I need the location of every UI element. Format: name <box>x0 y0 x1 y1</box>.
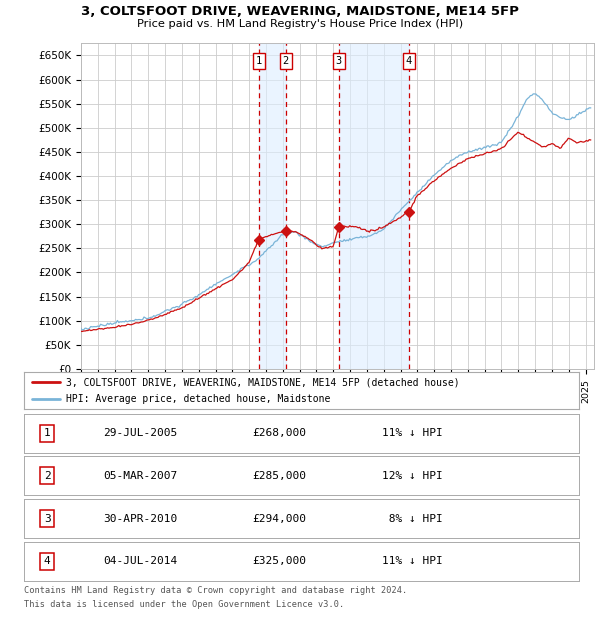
Text: 2: 2 <box>283 56 289 66</box>
Text: 3, COLTSFOOT DRIVE, WEAVERING, MAIDSTONE, ME14 5FP: 3, COLTSFOOT DRIVE, WEAVERING, MAIDSTONE… <box>81 5 519 18</box>
Text: 11% ↓ HPI: 11% ↓ HPI <box>382 428 443 438</box>
Text: 8% ↓ HPI: 8% ↓ HPI <box>382 513 443 524</box>
Text: 3, COLTSFOOT DRIVE, WEAVERING, MAIDSTONE, ME14 5FP (detached house): 3, COLTSFOOT DRIVE, WEAVERING, MAIDSTONE… <box>65 377 459 387</box>
Text: 30-APR-2010: 30-APR-2010 <box>103 513 178 524</box>
Text: This data is licensed under the Open Government Licence v3.0.: This data is licensed under the Open Gov… <box>24 600 344 609</box>
Text: 1: 1 <box>256 56 262 66</box>
Bar <box>339 43 409 369</box>
Text: 3: 3 <box>44 513 50 524</box>
Text: £325,000: £325,000 <box>253 556 307 567</box>
Bar <box>259 43 286 369</box>
Text: 04-JUL-2014: 04-JUL-2014 <box>103 556 178 567</box>
Text: Contains HM Land Registry data © Crown copyright and database right 2024.: Contains HM Land Registry data © Crown c… <box>24 586 407 595</box>
Text: £294,000: £294,000 <box>253 513 307 524</box>
Text: HPI: Average price, detached house, Maidstone: HPI: Average price, detached house, Maid… <box>65 394 330 404</box>
Text: £268,000: £268,000 <box>253 428 307 438</box>
Text: Price paid vs. HM Land Registry's House Price Index (HPI): Price paid vs. HM Land Registry's House … <box>137 19 463 29</box>
Text: 3: 3 <box>336 56 342 66</box>
Text: 29-JUL-2005: 29-JUL-2005 <box>103 428 178 438</box>
Text: 4: 4 <box>44 556 50 567</box>
Text: 12% ↓ HPI: 12% ↓ HPI <box>382 471 443 481</box>
Text: 11% ↓ HPI: 11% ↓ HPI <box>382 556 443 567</box>
Text: 4: 4 <box>406 56 412 66</box>
Text: 2: 2 <box>44 471 50 481</box>
Text: £285,000: £285,000 <box>253 471 307 481</box>
Text: 1: 1 <box>44 428 50 438</box>
Text: 05-MAR-2007: 05-MAR-2007 <box>103 471 178 481</box>
